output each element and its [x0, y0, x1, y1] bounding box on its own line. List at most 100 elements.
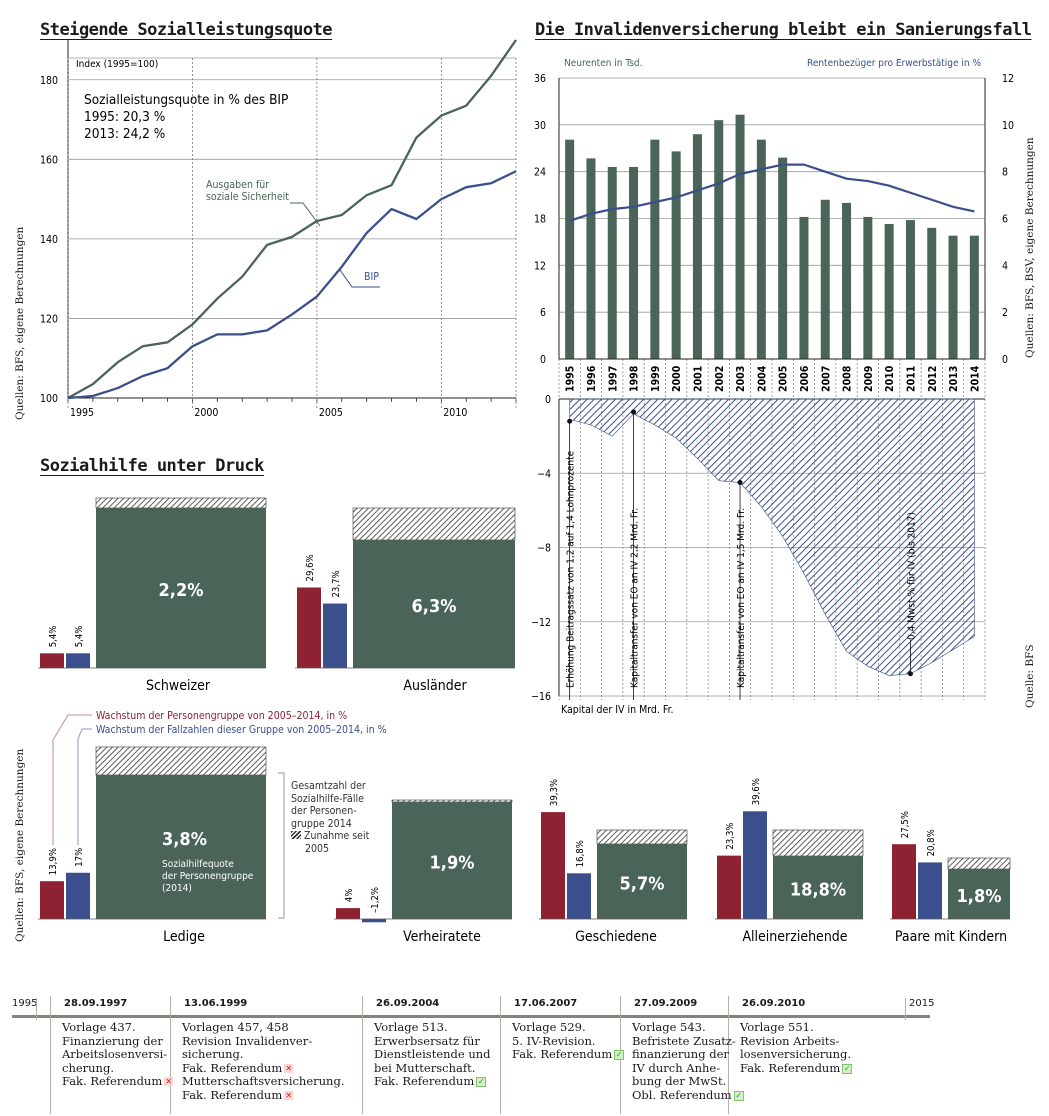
- iv-year-label: 2009: [863, 366, 875, 392]
- timeline-tick: [905, 998, 906, 1020]
- annotation-label: 0,4 Mwst-% für IV (bis 2017): [906, 512, 917, 640]
- left-chart-title: Steigende Sozialleistungsquote: [40, 20, 333, 40]
- series-label-bip: BIP: [364, 271, 379, 283]
- event-line: losenversicherung.: [740, 1047, 852, 1062]
- event-line: 5. IV-Revision.: [512, 1033, 596, 1048]
- increase-legend: Zunahme seit: [291, 830, 369, 843]
- right-chart-title: Die Invalidenversicherung bleibt ein San…: [535, 20, 1032, 40]
- event-date: 13.06.1999: [184, 998, 248, 1009]
- growth-bar-cases: [323, 603, 347, 668]
- sozialleistungsquote-chart: Index (1995=100) Sozialleistungsquote in…: [40, 39, 517, 419]
- event-description: Vorlage 437. Finanzierung der Arbeitslosen…: [62, 1020, 174, 1089]
- total-cases-block: [96, 508, 266, 668]
- iv-bar: [650, 139, 660, 359]
- legend-blue: Wachstum der Fallzahlen dieser Gruppe vo…: [96, 724, 387, 736]
- total-bracket: [278, 772, 285, 919]
- total-legend-line-1: Gesamtzahl der: [291, 780, 366, 792]
- event-line: Arbeitslosenversi-: [62, 1047, 168, 1062]
- iv-right-tick: 6: [1002, 214, 1008, 226]
- annotation-label: Erhöhung Beitragssatz von 1,2 auf 1,4 Lo…: [566, 450, 577, 688]
- rejected-icon: ✕: [284, 1090, 294, 1100]
- series-leader-bip: [339, 269, 380, 288]
- iv-year-label: 2012: [927, 366, 939, 392]
- iv-year-label: 2005: [778, 366, 790, 392]
- growth-label-persons: 39,3%: [549, 779, 560, 806]
- annotation-label: Kapitaltransfer von EO an IV 1,5 Mrd. Fr…: [736, 508, 747, 688]
- rejected-icon: ✕: [284, 1063, 294, 1073]
- event-line: Fak. Referendum ✕: [182, 1060, 294, 1075]
- event-date: 26.09.2004: [376, 998, 440, 1009]
- iv-left-tick: 30: [534, 120, 546, 132]
- iv-bar: [884, 223, 894, 359]
- growth-bar-persons: [717, 855, 741, 919]
- iv-year-label: 1999: [650, 366, 662, 392]
- series-label-ausgaben-2: soziale Sicherheit: [206, 191, 289, 203]
- growth-bar-cases: [362, 919, 386, 923]
- increase-legend-line-2: 2005: [305, 842, 330, 855]
- total-increase-hatch: [352, 507, 516, 541]
- iv-bar: [842, 202, 852, 359]
- total-cases-block: [773, 856, 863, 919]
- iv-bar: [714, 120, 724, 360]
- iv-bar: [692, 134, 702, 359]
- event-line: Fak. Referendum ✕: [62, 1074, 174, 1089]
- rejected-icon: ✕: [164, 1077, 174, 1087]
- event-line: sicherung.: [182, 1047, 244, 1062]
- timeline-axis: [12, 1015, 930, 1018]
- series-leader-ausgaben: [290, 202, 321, 227]
- event-line: Obl. Referendum ✓: [632, 1087, 744, 1102]
- event-line: Erwerbsersatz für: [374, 1033, 480, 1048]
- accepted-icon: ✓: [614, 1050, 625, 1061]
- category-label: Schweizer: [146, 678, 211, 694]
- iv-year-label: 2008: [842, 366, 854, 392]
- growth-bar-persons: [541, 812, 565, 919]
- legend-connectors: [52, 714, 92, 845]
- iv-right-tick: 2: [1002, 307, 1008, 319]
- timeline-tick: [170, 996, 171, 1114]
- x-tick-label: 2010: [443, 407, 467, 419]
- growth-label-persons: 5,4%: [48, 626, 59, 648]
- growth-label-persons: 27,5%: [900, 811, 911, 838]
- y-tick-label: 180: [40, 75, 58, 87]
- total-cases-block: [597, 844, 687, 919]
- iv-year-label: 2006: [799, 365, 811, 392]
- total-increase-hatch: [391, 799, 513, 803]
- timeline-tick: [362, 996, 363, 1114]
- event-line: Dienstleistende und: [374, 1047, 491, 1062]
- iv-year-label: 2004: [756, 365, 768, 392]
- quote-value: 3,8%: [162, 829, 207, 850]
- iv-right-tick: 4: [1002, 260, 1008, 272]
- iv-left-tick: 12: [534, 260, 546, 272]
- sozialhilfe-chart: 5,4% 5,4% 2,2% Schweizer 29,6% 23,7% 6,3% Auslä…: [0, 480, 1049, 960]
- total-increase-hatch: [772, 829, 864, 857]
- legend-red: Wachstum der Personengruppe von 2005–201…: [96, 710, 348, 722]
- timeline-tick: [500, 996, 501, 1114]
- timeline-start-tick: [36, 998, 37, 1020]
- iv-bar: [799, 216, 809, 359]
- event-line: Fak. Referendum ✓: [512, 1047, 625, 1062]
- event-line: Vorlage 437.: [62, 1020, 136, 1034]
- quote-value: 1,8%: [957, 886, 1002, 907]
- iv-year-label: 2014: [969, 365, 981, 392]
- event-line: Vorlagen 457, 458: [182, 1020, 289, 1034]
- iv-right-tick: 8: [1002, 167, 1008, 179]
- event-line: Vorlage 529.: [512, 1020, 586, 1034]
- event-date: 17.06.2007: [514, 998, 578, 1009]
- growth-label-persons: 29,6%: [305, 554, 316, 581]
- growth-bar-persons: [40, 881, 64, 919]
- accepted-icon: ✓: [842, 1063, 853, 1074]
- quote-value: 6,3%: [412, 596, 457, 617]
- left-axis-label: Neurenten in Tsd.: [564, 58, 642, 69]
- event-line: IV durch Anhe-: [632, 1060, 721, 1075]
- iv-year-label: 2000: [671, 365, 683, 392]
- iv-year-label: 1996: [586, 365, 598, 392]
- event-line: Fak. Referendum ✕: [182, 1087, 294, 1102]
- event-line: Vorlage 543.: [632, 1020, 706, 1034]
- iv-bar: [969, 235, 979, 359]
- accepted-icon: ✓: [733, 1090, 744, 1101]
- iv-ratio-line: [569, 163, 975, 222]
- iv-year-label: 1995: [565, 366, 577, 392]
- total-increase-hatch: [95, 497, 267, 509]
- quote-value: 2,2%: [159, 580, 204, 601]
- iv-year-label: 2010: [884, 365, 896, 392]
